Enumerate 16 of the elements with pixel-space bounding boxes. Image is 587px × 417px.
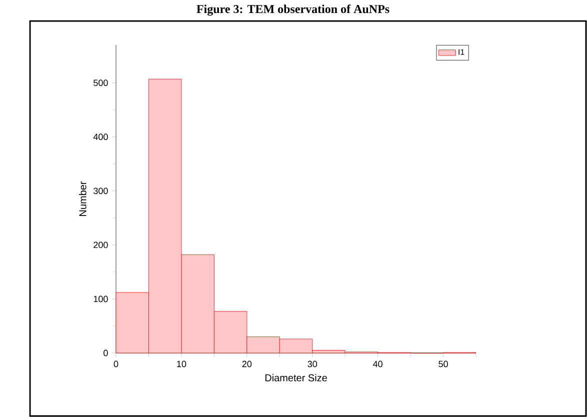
x-tick-label: 50 bbox=[438, 360, 448, 368]
y-tick-label: 200 bbox=[94, 242, 108, 248]
x-tick-label: 10 bbox=[177, 360, 186, 368]
chart-title: Figure 3: TEM observation of AuNPs bbox=[196, 4, 390, 16]
y-tick-label: 400 bbox=[93, 134, 108, 140]
x-axis-title: Diameter Size bbox=[265, 374, 327, 382]
legend-label: I1 bbox=[458, 49, 464, 55]
y-tick-label: 500 bbox=[94, 80, 108, 86]
y-tick-label: 300 bbox=[94, 188, 108, 194]
x-tick-label: 0 bbox=[114, 360, 118, 368]
x-tick-label: 30 bbox=[308, 360, 318, 368]
x-tick-label: 20 bbox=[242, 360, 252, 368]
y-tick-label: 0 bbox=[104, 350, 108, 356]
y-axis-title: Number bbox=[78, 181, 86, 216]
x-tick-label: 40 bbox=[373, 360, 382, 368]
y-tick-label: 100 bbox=[94, 296, 108, 302]
